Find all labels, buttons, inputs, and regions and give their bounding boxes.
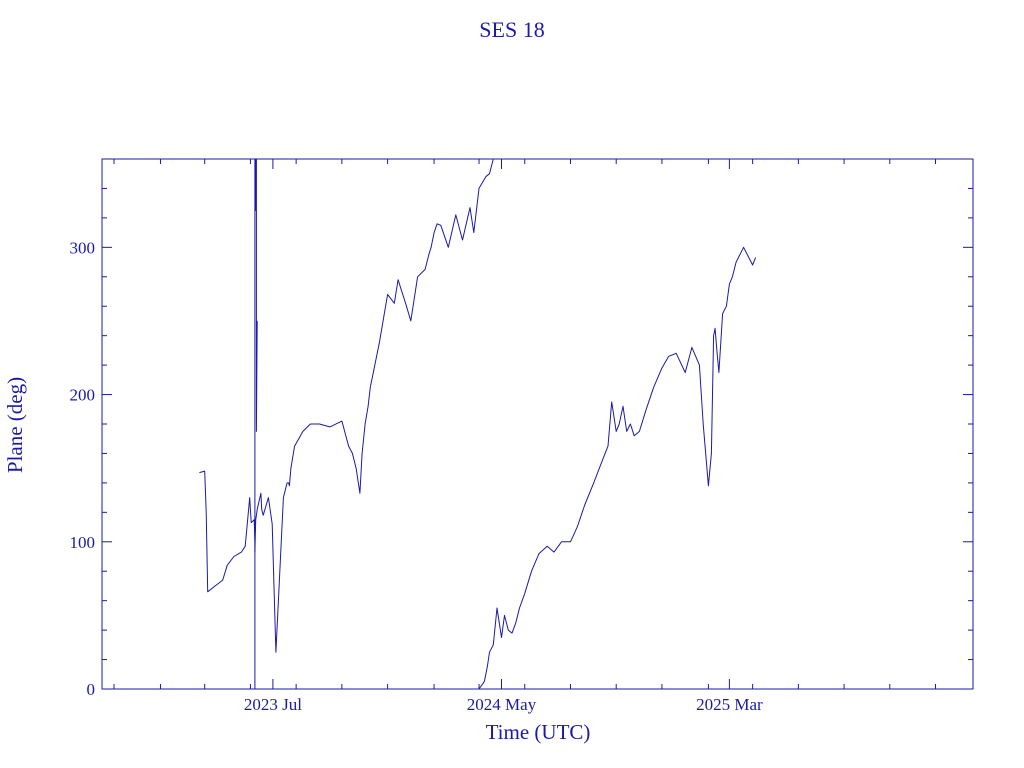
x-axis-label: Time (UTC) — [486, 720, 591, 744]
chart-title: SES 18 — [479, 17, 544, 42]
series-line — [254, 158, 258, 689]
y-tick-label: 300 — [70, 238, 96, 257]
x-tick-label: 2023 Jul — [244, 695, 302, 714]
y-tick-label: 100 — [70, 533, 96, 552]
series-line — [199, 158, 502, 653]
y-tick-label: 200 — [70, 386, 96, 405]
x-tick-label: 2024 May — [467, 695, 537, 714]
x-tick-label: 2025 Mar — [696, 695, 763, 714]
axis-ticks — [102, 159, 973, 689]
series-line — [478, 246, 757, 690]
tick-labels: 0 100 200 300 2023 Jul 2024 May 2025 Mar — [70, 238, 764, 714]
y-tick-label: 0 — [87, 680, 96, 699]
plot-frame — [101, 158, 974, 690]
y-axis-label: Plane (deg) — [3, 377, 27, 473]
series-group — [199, 158, 757, 690]
